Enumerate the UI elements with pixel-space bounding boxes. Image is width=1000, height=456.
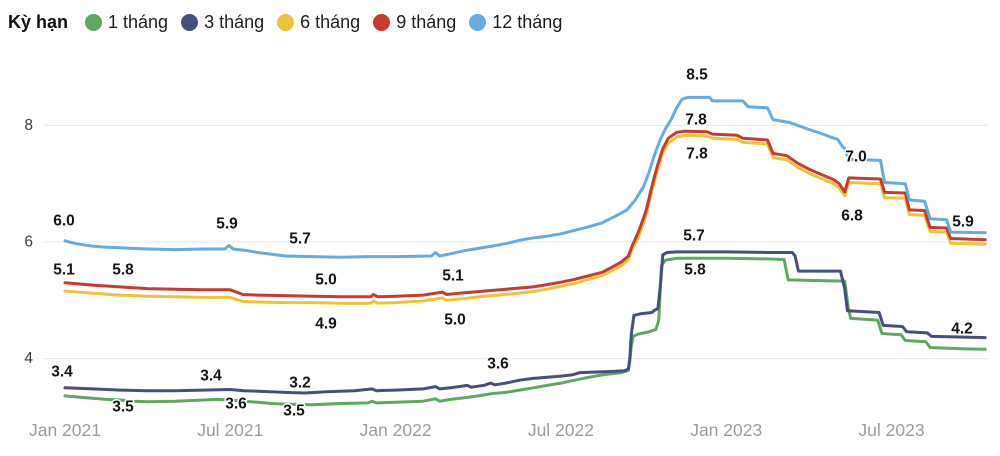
legend: Kỳ hạn 1 tháng 3 tháng 6 tháng 9 tháng 12 th… (8, 12, 562, 33)
legend-item-label: 3 tháng (204, 12, 265, 32)
data-label: 6.8 (841, 208, 863, 225)
data-label: 4.2 (951, 321, 973, 338)
data-label: 3.6 (487, 356, 509, 373)
legend-marker-3-thang (181, 14, 199, 31)
data-label: 5.0 (444, 312, 466, 329)
data-label: 3.2 (289, 375, 311, 392)
y-axis-tick-label: 6 (24, 234, 33, 251)
data-label: 5.0 (315, 272, 337, 289)
data-label: 8.5 (686, 67, 708, 84)
legend-title: Kỳ hạn (8, 12, 69, 32)
legend-item-3-thang[interactable]: 3 tháng (181, 12, 264, 33)
data-label: 5.7 (683, 228, 705, 245)
series-line-6-thang[interactable] (63, 133, 987, 305)
axes-group: 4 6 8 Jan 2021 Jul 2021 Jan 2022 Jul 2022 Jan 2… (24, 117, 924, 440)
data-label: 7.0 (845, 149, 867, 166)
x-axis-tick-label: Jan 2021 (29, 420, 101, 440)
legend-marker-1-thang (85, 14, 103, 31)
x-axis-tick-label: Jul 2023 (858, 420, 924, 440)
data-label: 3.4 (200, 368, 222, 385)
data-label: 4.9 (315, 316, 337, 333)
x-axis-tick-label: Jul 2021 (197, 420, 263, 440)
data-label: 5.8 (684, 262, 706, 279)
legend-marker-12-thang (469, 14, 487, 31)
data-label: 3.5 (112, 399, 134, 416)
legend-item-9-thang[interactable]: 9 tháng (373, 12, 456, 33)
data-label: 3.4 (51, 364, 73, 381)
data-label: 5.9 (216, 216, 238, 233)
data-label: 5.1 (53, 262, 75, 279)
x-axis-tick-label: Jan 2022 (360, 420, 432, 440)
legend-item-label: 1 tháng (108, 12, 169, 32)
data-label: 5.1 (442, 268, 464, 285)
data-label: 3.5 (283, 403, 305, 420)
legend-item-label: 12 tháng (492, 12, 563, 32)
legend-item-label: 9 tháng (396, 12, 457, 32)
legend-item-6-thang[interactable]: 6 tháng (277, 12, 360, 33)
legend-item-12-thang[interactable]: 12 tháng (469, 12, 562, 33)
data-labels-group: 6.05.1 5.85.95.75.04.95.15.03.43.53.43.63… (50, 65, 976, 421)
data-label: 5.9 (952, 214, 974, 231)
legend-items: 1 tháng 3 tháng 6 tháng 9 tháng 12 tháng (85, 12, 562, 33)
data-label: 5.7 (289, 231, 311, 248)
data-label: 5.8 (112, 262, 134, 279)
legend-item-1-thang[interactable]: 1 tháng (85, 12, 168, 33)
y-axis-tick-label: 4 (24, 350, 33, 367)
x-axis-tick-label: Jan 2023 (690, 420, 762, 440)
x-axis-tick-label: Jul 2022 (528, 420, 594, 440)
data-label: 7.8 (685, 112, 707, 129)
series-line-12-thang[interactable] (63, 95, 987, 259)
legend-marker-6-thang (277, 14, 295, 31)
data-label: 7.8 (686, 146, 708, 163)
data-label: 3.6 (225, 396, 247, 413)
series-line-9-thang[interactable] (63, 129, 987, 299)
legend-item-label: 6 tháng (300, 12, 361, 32)
series-line-3-thang[interactable] (63, 250, 987, 395)
series-line-1-thang[interactable] (63, 256, 987, 407)
data-label: 6.0 (53, 213, 75, 230)
y-axis-tick-label: 8 (24, 117, 33, 134)
series-group (63, 95, 987, 407)
legend-marker-9-thang (373, 14, 391, 31)
